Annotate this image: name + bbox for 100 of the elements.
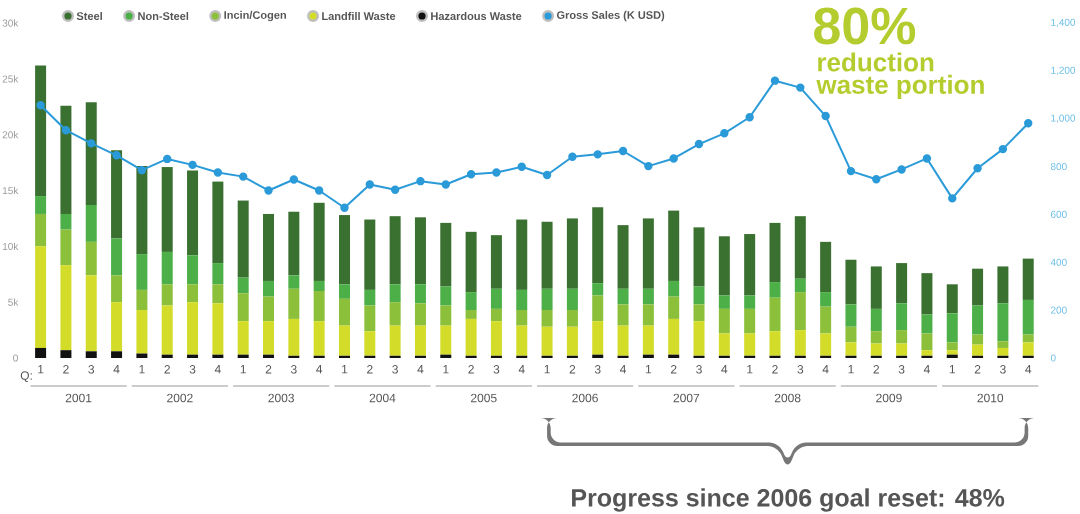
bar — [85, 102, 97, 206]
x-tick-label: 2 — [164, 365, 170, 374]
y2-tick-label: 1,200 — [1051, 66, 1076, 75]
annotation: reduction — [818, 52, 934, 72]
x-tick-label: 3 — [696, 365, 702, 374]
bar — [161, 305, 173, 355]
point — [694, 139, 704, 149]
bar — [440, 286, 452, 306]
x-tick-label: 4 — [417, 365, 424, 374]
bar — [845, 259, 857, 305]
bar — [263, 280, 275, 297]
bar — [465, 292, 477, 310]
bar — [744, 333, 756, 356]
point — [492, 168, 501, 177]
bar — [440, 305, 452, 326]
bar — [161, 167, 173, 252]
bar — [845, 326, 857, 343]
bar — [617, 325, 629, 356]
bar — [896, 263, 908, 304]
bar — [769, 222, 781, 283]
bar — [566, 309, 578, 327]
bar — [668, 280, 680, 297]
text: 2008 — [774, 393, 801, 403]
bar — [136, 254, 148, 290]
x-tick-label: 1 — [848, 365, 854, 374]
bar — [845, 304, 857, 327]
bar — [541, 309, 553, 327]
text: 2006 — [572, 393, 598, 403]
point — [821, 111, 830, 121]
bar — [364, 305, 376, 332]
point — [897, 165, 906, 174]
bar — [617, 288, 629, 305]
bar — [997, 266, 1009, 304]
bar — [212, 263, 224, 285]
x-tick-label: 2 — [772, 365, 778, 374]
y2-tick-label: 600 — [1050, 210, 1067, 218]
bar — [592, 321, 604, 355]
x-tick-label: 2 — [670, 365, 677, 374]
bar — [111, 275, 123, 303]
legend-label: Hazardous Waste — [431, 11, 522, 21]
point — [593, 150, 602, 159]
bar — [364, 331, 376, 356]
bar — [718, 308, 730, 334]
x-tick-label: 3 — [594, 365, 601, 374]
bar — [237, 293, 249, 322]
bar — [642, 288, 654, 305]
bar — [288, 288, 300, 319]
bar — [921, 314, 933, 334]
bar — [1022, 258, 1034, 300]
bar — [237, 277, 249, 294]
bar — [288, 211, 300, 276]
bar — [820, 306, 832, 334]
x-tick-label: 1 — [342, 365, 348, 374]
bar — [794, 216, 806, 279]
y-tick-label: 20k — [2, 131, 19, 139]
point — [872, 175, 881, 184]
bar — [263, 296, 275, 322]
x-tick-label: 4 — [113, 365, 120, 374]
bar — [566, 288, 578, 310]
bar — [313, 202, 325, 281]
bar — [161, 251, 173, 285]
bar — [769, 282, 781, 298]
bar — [972, 334, 984, 345]
text: Q: — [20, 371, 32, 382]
bar — [896, 343, 908, 356]
bar — [136, 309, 148, 354]
x-tick-label: 4 — [1025, 365, 1032, 374]
bar — [1022, 342, 1034, 356]
bar — [566, 218, 578, 289]
bar — [338, 215, 350, 285]
point — [1024, 119, 1033, 128]
bar — [744, 308, 756, 334]
x-tick-label: 1 — [139, 365, 145, 374]
bar — [85, 241, 97, 276]
point — [340, 203, 349, 212]
y2-tick-label: 400 — [1050, 258, 1067, 266]
x-tick-label: 1 — [645, 365, 652, 374]
point — [568, 152, 577, 161]
bar — [85, 275, 97, 352]
x-tick-label: 3 — [392, 365, 398, 374]
bar — [288, 318, 300, 356]
bar — [263, 321, 275, 355]
bar — [389, 216, 401, 285]
point — [163, 154, 172, 164]
y-tick-label: 5k — [8, 298, 19, 306]
text: Progress since 2006 goal reset: 48% — [572, 488, 1005, 512]
bar — [338, 325, 350, 356]
point — [137, 165, 147, 175]
text: 2005 — [471, 393, 497, 403]
bar — [668, 210, 680, 281]
x-tick-label: 3 — [290, 365, 297, 374]
bar — [541, 221, 553, 289]
x-tick-label: 2 — [468, 365, 474, 374]
bar — [490, 235, 502, 289]
bar — [60, 105, 72, 214]
x-tick-label: 1 — [443, 365, 449, 374]
bar — [111, 302, 123, 352]
x-tick-label: 3 — [88, 365, 95, 374]
bar — [516, 289, 528, 310]
x-tick-label: 4 — [923, 365, 930, 374]
